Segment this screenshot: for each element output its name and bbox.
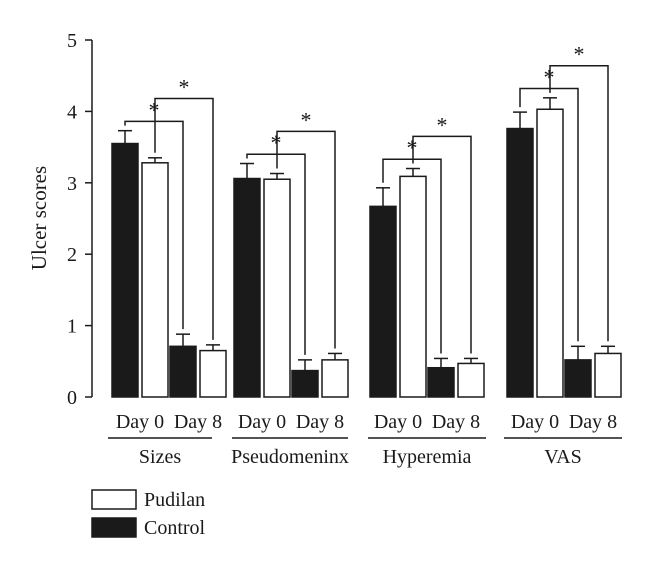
bar-hyperemia-day0-control: [369, 205, 397, 398]
bracket-sizes-control: [124, 120, 184, 330]
legend-swatch-pudilan: [91, 489, 137, 510]
group-label-pseudomeninx: Pseudomeninx: [231, 446, 349, 468]
group-label-hyperemia: Hyperemia: [383, 446, 472, 468]
bar-hyperemia-day8-control: [427, 366, 455, 398]
bracket-sizes-pudilan: [154, 97, 214, 340]
bracket-vas-pudilan-star: *: [574, 42, 585, 67]
x-tick-label-day8: Day 8: [569, 411, 617, 433]
significance-brackets: * * * * * * * *: [124, 42, 609, 355]
x-tick-label-day0: Day 0: [511, 411, 559, 433]
bar-sizes-day0-pudilan: [141, 162, 169, 398]
x-tick-label-day0: Day 0: [374, 411, 422, 433]
y-tick-label: 5: [67, 30, 77, 52]
bracket-sizes-pudilan-star: *: [179, 75, 190, 100]
bar-pseudomeninx-day0-control: [233, 177, 261, 398]
group-label-vas: VAS: [544, 446, 581, 468]
bar-vas-day8-pudilan: [594, 352, 622, 398]
bar-hyperemia-day0-pudilan: [399, 175, 427, 398]
bar-pseudomeninx-day8-pudilan: [321, 359, 349, 398]
bar-hyperemia-day8-pudilan: [457, 362, 485, 398]
bracket-pseudomeninx-pudilan: [276, 130, 336, 349]
bar-vas-day0-control: [506, 127, 534, 398]
bar-sizes-day8-pudilan: [199, 349, 227, 398]
bracket-hyperemia-control-star: *: [407, 135, 418, 160]
x-tick-label-day0: Day 0: [238, 411, 286, 433]
bars: [111, 97, 622, 398]
bracket-vas-control-star: *: [544, 65, 555, 90]
y-tick-label: 2: [67, 244, 77, 266]
bar-pseudomeninx-day8-control: [291, 369, 319, 398]
bar-pseudomeninx-day0-pudilan: [263, 178, 291, 398]
legend-label-control: Control: [144, 517, 206, 539]
y-axis-label: Ulcer scores: [27, 166, 51, 270]
bar-vas-day0-pudilan: [536, 108, 564, 398]
x-tick-label-day0: Day 0: [116, 411, 164, 433]
axes: 0 1 2 3 4 5: [67, 30, 93, 409]
bracket-hyperemia-pudilan-star: *: [437, 112, 448, 137]
bracket-pseudomeninx-control-star: *: [271, 130, 282, 155]
group-label-sizes: Sizes: [139, 446, 181, 468]
x-tick-label-day8: Day 8: [296, 411, 344, 433]
legend-swatch-control: [91, 517, 137, 538]
bracket-sizes-control-star: *: [149, 97, 160, 122]
x-axis-labels: Day 0 Day 8 Sizes Day 0 Day 8 Pseudomeninx Day…: [108, 411, 622, 468]
y-tick-label: 1: [67, 316, 77, 338]
bracket-vas-pudilan: [549, 64, 609, 342]
x-tick-label-day8: Day 8: [174, 411, 222, 433]
y-tick-label: 4: [67, 101, 77, 123]
bar-sizes-day8-control: [169, 345, 197, 398]
bar-vas-day8-control: [564, 359, 592, 398]
bracket-pseudomeninx-control: [246, 153, 306, 355]
bracket-vas-control: [519, 87, 579, 342]
legend-label-pudilan: Pudilan: [144, 489, 205, 511]
legend: Pudilan Control: [91, 489, 206, 539]
bracket-hyperemia-pudilan: [412, 135, 472, 354]
bracket-hyperemia-control: [382, 158, 442, 354]
x-tick-label-day8: Day 8: [432, 411, 480, 433]
bracket-pseudomeninx-pudilan-star: *: [301, 107, 312, 132]
y-tick-label: 0: [67, 387, 77, 409]
y-tick-label: 3: [67, 173, 77, 195]
bar-sizes-day0-control: [111, 142, 139, 398]
